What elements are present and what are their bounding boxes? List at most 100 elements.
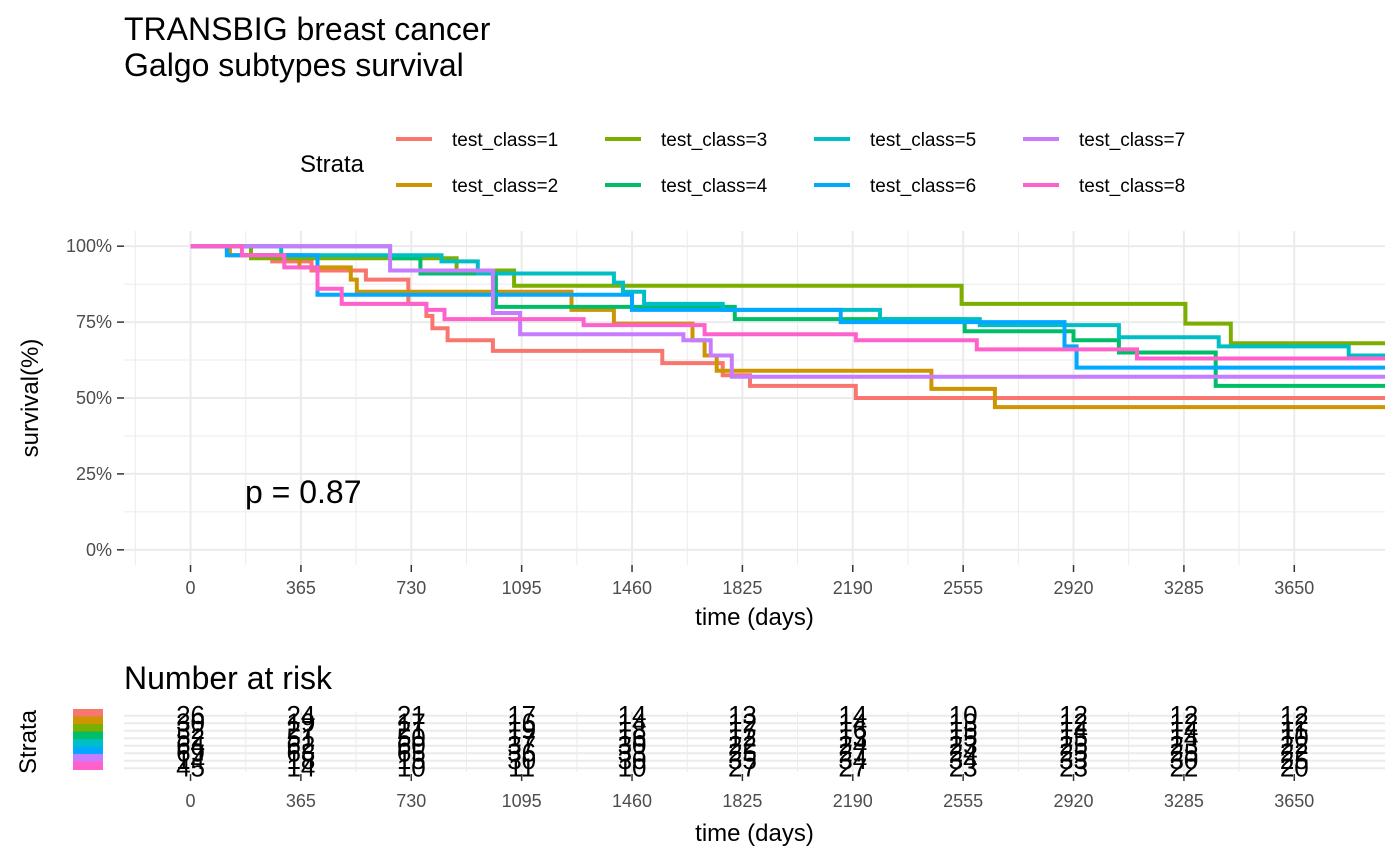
risk-count: 24	[838, 730, 867, 760]
risk-x-tick-label: 0	[186, 791, 196, 811]
risk-x-axis-title: time (days)	[695, 820, 814, 847]
survival-curve-7	[190, 244, 1385, 379]
x-tick-label: 1825	[722, 578, 762, 598]
risk-count: 21	[397, 700, 426, 730]
risk-count: 14	[618, 700, 647, 730]
x-tick-label: 0	[186, 578, 196, 598]
risk-count: 22	[1280, 730, 1309, 760]
risk-count: 32	[176, 715, 205, 745]
risk-count: 25	[1169, 737, 1198, 767]
risk-count: 50	[397, 722, 426, 752]
x-tick-label: 3650	[1274, 578, 1314, 598]
risk-count: 12	[1059, 700, 1088, 730]
risk-count: 13	[728, 700, 757, 730]
risk-x-tick-label: 1460	[612, 791, 652, 811]
risk-count: 10	[1280, 722, 1309, 752]
risk-x-tick-label: 2555	[943, 791, 983, 811]
legend-label-4: test_class=4	[661, 176, 768, 197]
risk-count: 12	[728, 722, 757, 752]
risk-x-tick-label: 365	[286, 791, 316, 811]
risk-count: 14	[618, 707, 647, 737]
risk-count: 24	[949, 737, 978, 767]
risk-strata-key-6	[73, 746, 103, 755]
risk-count: 22	[728, 730, 757, 760]
legend-label-5: test_class=5	[870, 130, 976, 151]
risk-count: 16	[618, 722, 647, 752]
y-tick-label: 50%	[76, 388, 112, 408]
risk-count: 15	[1059, 722, 1088, 752]
x-axis-title: time (days)	[695, 604, 814, 631]
legend-label-1: test_class=1	[452, 130, 558, 151]
survival-curve-5	[190, 244, 1385, 358]
risk-count: 30	[1169, 745, 1198, 775]
risk-x-tick-label: 1825	[722, 791, 762, 811]
chart-title-line: Galgo subtypes survival	[124, 47, 464, 83]
survival-curve-4	[190, 244, 1385, 388]
legend-label-2: test_class=2	[452, 176, 558, 197]
x-tick-label: 3285	[1164, 578, 1204, 598]
legend-label-6: test_class=6	[870, 176, 976, 197]
risk-count: 26	[176, 700, 205, 730]
risk-count: 11	[1281, 715, 1308, 745]
risk-count: 14	[1169, 722, 1198, 752]
y-tick-label: 75%	[76, 312, 112, 332]
risk-strata-key-8	[73, 761, 103, 770]
risk-count: 14	[176, 745, 205, 775]
chart-title-line: TRANSBIG breast cancer	[124, 11, 491, 47]
y-tick-label: 25%	[76, 464, 112, 484]
risk-count: 69	[176, 737, 205, 767]
risk-count: 10	[949, 700, 978, 730]
legend-label-7: test_class=7	[1079, 130, 1185, 151]
risk-count: 17	[507, 722, 536, 752]
risk-count: 15	[397, 745, 426, 775]
risk-table-title: Number at risk	[124, 660, 333, 696]
risk-strata-key-2	[73, 716, 103, 725]
risk-count: 12	[1169, 707, 1198, 737]
risk-count: 16	[507, 707, 536, 737]
risk-count: 23	[1169, 730, 1198, 760]
risk-count: 27	[838, 737, 867, 767]
risk-strata-key-7	[73, 754, 103, 763]
x-tick-label: 1095	[502, 578, 542, 598]
risk-count: 14	[838, 700, 867, 730]
risk-count: 12	[1169, 700, 1198, 730]
risk-count: 36	[507, 737, 536, 767]
risk-count: 24	[286, 700, 315, 730]
survival-curves	[190, 244, 1385, 410]
risk-count: 30	[507, 745, 536, 775]
x-tick-label: 365	[286, 578, 316, 598]
risk-count: 25	[1280, 745, 1309, 775]
risk-count: 25	[1059, 730, 1088, 760]
risk-count: 68	[286, 737, 315, 767]
risk-count: 52	[176, 722, 205, 752]
risk-count: 23	[949, 730, 978, 760]
legend: Strata test_class=1 test_class=2 test_class…	[300, 130, 1185, 197]
risk-count: 13	[949, 707, 978, 737]
risk-count: 12	[1280, 700, 1309, 730]
risk-count: 34	[949, 745, 978, 775]
risk-count: 21	[397, 715, 426, 745]
risk-count: 33	[618, 737, 647, 767]
survival-curve-2	[190, 244, 1385, 410]
risk-count: 30	[176, 707, 205, 737]
risk-count: 27	[286, 715, 315, 745]
y-tick-label: 100%	[66, 236, 112, 256]
risk-count: 30	[618, 745, 647, 775]
risk-count: 35	[728, 745, 757, 775]
risk-count: 12	[1059, 707, 1088, 737]
risk-count: 22	[1280, 737, 1309, 767]
axes: 0% 25% 50% 75% 100% 0 365 730 1095 1460 1825 2190 25…	[17, 236, 1314, 631]
risk-count: 30	[618, 730, 647, 760]
risk-count: 37	[507, 730, 536, 760]
risk-x-tick-label: 1095	[502, 791, 542, 811]
legend-label-8: test_class=8	[1079, 176, 1185, 197]
risk-count: 14	[838, 707, 867, 737]
risk-strata-key-1	[73, 709, 103, 718]
risk-count: 17	[728, 715, 757, 745]
legend-label-3: test_class=3	[661, 130, 767, 151]
risk-x-tick-label: 730	[396, 791, 426, 811]
risk-count: 16	[838, 715, 867, 745]
x-tick-label: 2555	[943, 578, 983, 598]
x-tick-label: 2920	[1054, 578, 1094, 598]
risk-count: 65	[397, 737, 426, 767]
